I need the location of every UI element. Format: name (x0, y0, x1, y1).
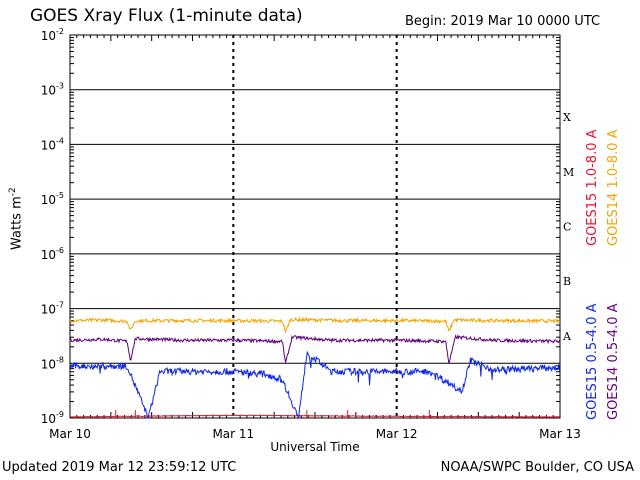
y-tick-label: 10-3 (41, 82, 64, 98)
x-tick-label: Mar 13 (539, 427, 581, 441)
flare-class-label: X (563, 111, 571, 124)
x-tick-label: Mar 11 (212, 427, 254, 441)
y-axis-label: Watts m-2 (8, 187, 25, 250)
legend-goes15-long: GOES15 1.0-8.0 A (585, 129, 600, 246)
legend-goes14-short: GOES14 0.5-4.0 A (606, 303, 621, 420)
begin-time: Begin: 2019 Mar 10 0000 UTC (405, 14, 601, 29)
chart-title: GOES Xray Flux (1-minute data) (30, 6, 303, 26)
flare-class-label: B (563, 275, 571, 288)
legend-goes15-short: GOES15 0.5-4.0 A (585, 303, 600, 420)
y-tick-label: 10-6 (41, 246, 64, 262)
series-line (69, 316, 561, 334)
series-line (69, 333, 561, 363)
flare-class-label: M (563, 166, 574, 179)
x-axis-label: Universal Time (270, 440, 360, 454)
series-line (69, 414, 561, 418)
x-tick-label: Mar 12 (376, 427, 418, 441)
legend-goes14-long: GOES14 1.0-8.0 A (606, 129, 621, 246)
flare-class-label: A (562, 330, 572, 343)
y-tick-label: 10-8 (41, 355, 64, 371)
updated-timestamp: Updated 2019 Mar 12 23:59:12 UTC (2, 460, 237, 475)
credit-text: NOAA/SWPC Boulder, CO USA (440, 460, 634, 475)
flare-class-label: C (563, 221, 571, 234)
y-tick-label: 10-7 (41, 301, 64, 317)
y-tick-label: 10-9 (41, 410, 64, 426)
y-tick-label: 10-5 (41, 191, 64, 207)
x-tick-label: Mar 10 (49, 427, 91, 441)
y-tick-label: 10-2 (41, 27, 64, 43)
y-tick-label: 10-4 (41, 136, 64, 152)
series-line (69, 350, 561, 419)
